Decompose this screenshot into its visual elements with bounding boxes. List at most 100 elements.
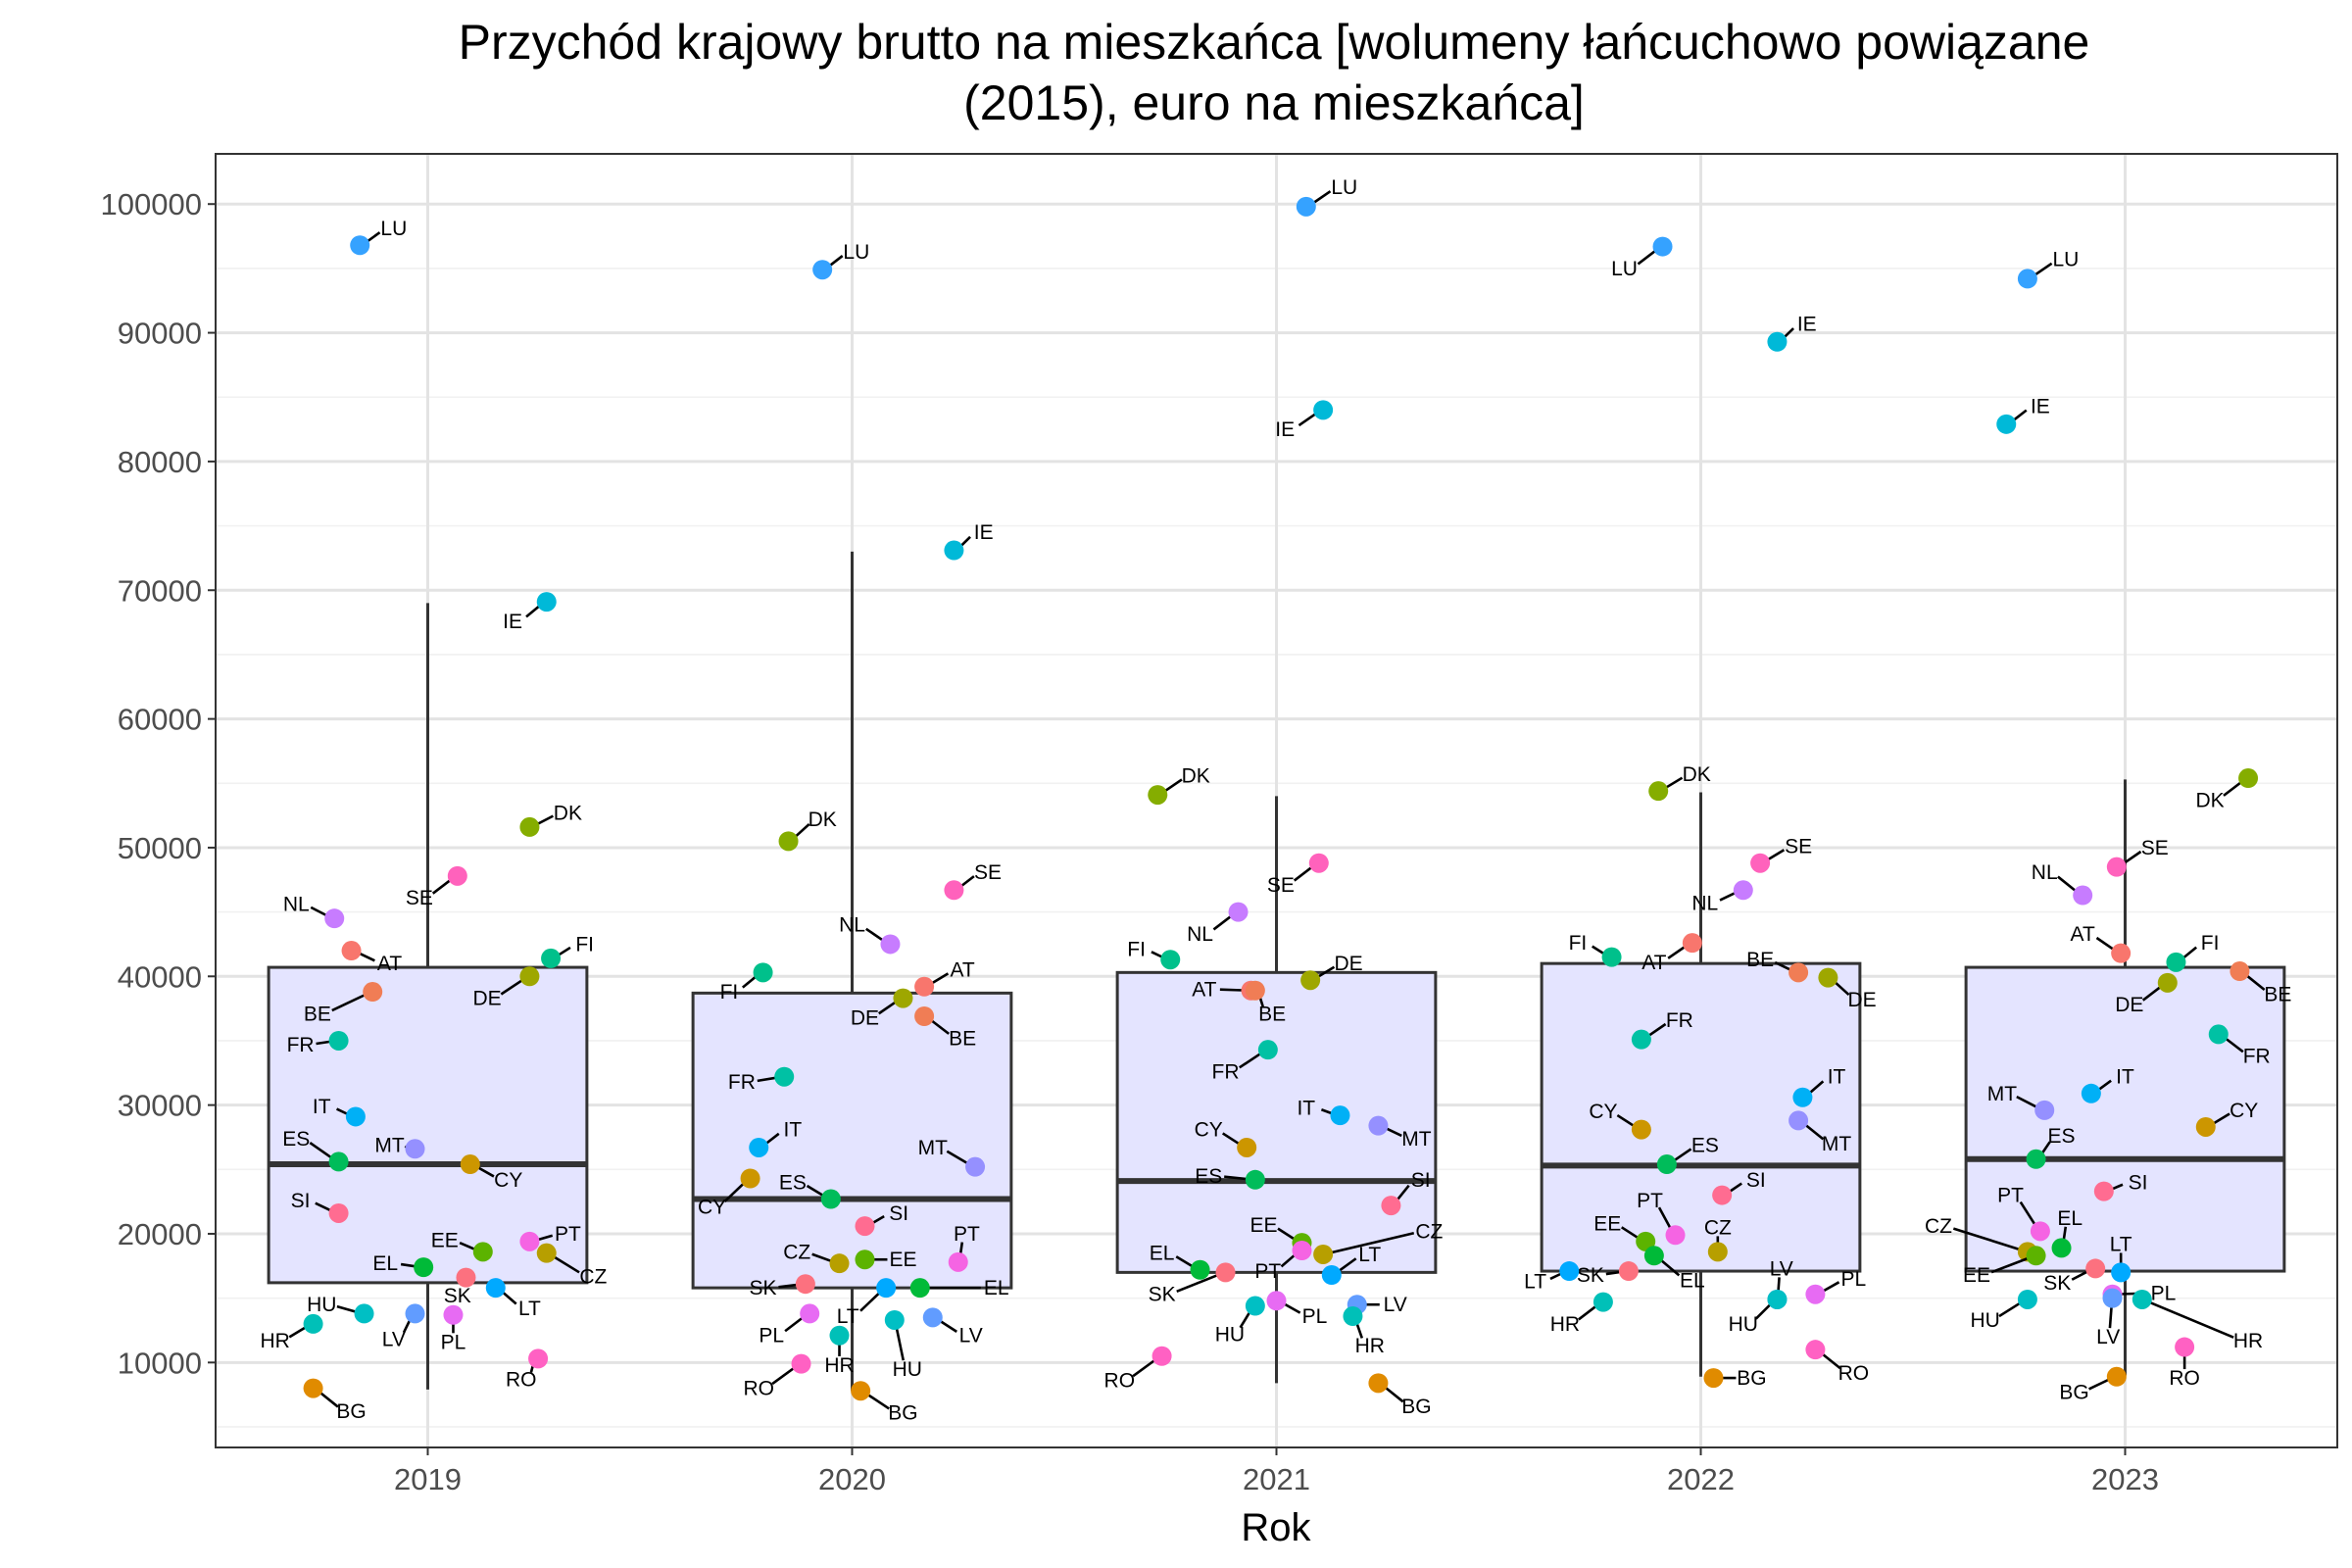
plot-area: 10000 20000 30000 40000 50000 60000 70000 80000… [101, 153, 2338, 1496]
point-DK-2022 [1648, 781, 1669, 802]
point-label-IE: IE [1275, 418, 1295, 441]
point-SE-2022 [1750, 853, 1771, 873]
point-leader-CY [2212, 1112, 2230, 1125]
point-label-CZ: CZ [783, 1241, 810, 1263]
point-EL-2021 [1190, 1259, 1210, 1280]
point-LT-2019 [485, 1278, 506, 1298]
point-LU-2021 [1296, 196, 1316, 217]
point-label-EL: EL [1150, 1243, 1175, 1265]
point-leader-IT [764, 1132, 780, 1146]
point-label-HR: HR [260, 1330, 289, 1352]
point-CZ-2022 [1707, 1242, 1728, 1262]
point-label-RO: RO [743, 1378, 774, 1400]
point-leader-FI [1151, 951, 1164, 959]
point-leader-PT [958, 1242, 964, 1255]
point-SI-2023 [2093, 1181, 2114, 1201]
point-leader-RO [1132, 1358, 1156, 1378]
point-leader-LU [1312, 190, 1332, 205]
point-HU-2021 [1245, 1296, 1265, 1316]
point-IT-2020 [749, 1137, 769, 1157]
point-leader-SE [431, 878, 452, 895]
point-IE-2022 [1767, 331, 1788, 352]
point-LT-2020 [876, 1278, 897, 1298]
point-label-RO: RO [506, 1368, 537, 1391]
point-BE-2021 [1245, 980, 1265, 1001]
point-label-CZ: CZ [579, 1265, 607, 1288]
y-tick-label: 20000 [118, 1217, 202, 1251]
point-DE-2021 [1300, 970, 1321, 991]
point-label-IT: IT [1828, 1066, 1846, 1089]
point-DE-2019 [519, 966, 540, 987]
point-label-BE: BE [1258, 1003, 1286, 1025]
point-DK-2023 [2238, 768, 2259, 789]
point-label-FI: FI [575, 933, 594, 956]
point-leader-ES [1224, 1175, 1249, 1181]
point-DE-2022 [1818, 967, 1838, 988]
point-label-SK: SK [444, 1285, 471, 1307]
point-leader-SI [871, 1215, 885, 1225]
point-RO-2019 [528, 1348, 549, 1369]
point-leader-LV [402, 1319, 412, 1334]
point-label-LT: LT [1524, 1271, 1546, 1294]
point-label-NL: NL [2032, 861, 2058, 884]
point-label-SE: SE [2141, 837, 2169, 859]
point-SK-2019 [456, 1267, 476, 1288]
point-leader-SE [1293, 865, 1313, 882]
point-HU-2019 [354, 1303, 374, 1324]
point-FI-2019 [541, 948, 562, 968]
point-IE-2023 [1996, 414, 2017, 434]
point-leader-LU [2034, 262, 2053, 276]
point-SE-2020 [944, 880, 964, 901]
point-leader-SI [315, 1201, 332, 1212]
point-leader-BE [2245, 974, 2266, 992]
x-tick-label: 2021 [1243, 1462, 1310, 1496]
point-AT-2020 [914, 976, 935, 997]
point-label-EL: EL [2057, 1207, 2082, 1230]
point-label-PL: PL [441, 1331, 466, 1353]
point-leader-SE [959, 875, 975, 888]
y-tick-label: 40000 [118, 959, 202, 994]
point-leader-PL [784, 1316, 805, 1333]
point-PT-2023 [2030, 1221, 2050, 1242]
point-MT-2020 [965, 1156, 986, 1177]
point-IT-2023 [2081, 1083, 2101, 1103]
chart-title-line-2: (2015), euro na mieszkańca] [963, 75, 1585, 130]
point-label-BG: BG [336, 1400, 366, 1423]
point-leader-HU [1754, 1302, 1772, 1320]
point-leader-AT [930, 972, 950, 985]
point-label-PT: PT [1997, 1185, 2024, 1207]
point-leader-RO [1821, 1352, 1841, 1370]
point-MT-2023 [2034, 1100, 2055, 1120]
point-label-SI: SI [2129, 1171, 2148, 1194]
point-leader-CZ [1330, 1231, 1415, 1254]
point-label-CY: CY [1589, 1101, 1617, 1123]
point-LU-2023 [2017, 269, 2037, 289]
point-label-FR: FR [1666, 1009, 1693, 1032]
point-label-IT: IT [313, 1096, 331, 1118]
point-leader-SE [1766, 849, 1786, 861]
point-leader-CZ [553, 1255, 580, 1274]
point-label-EE: EE [1250, 1214, 1278, 1237]
point-LU-2022 [1652, 236, 1673, 257]
point-label-NL: NL [1691, 892, 1718, 914]
point-leader-HR [1355, 1322, 1364, 1339]
point-label-MT: MT [1822, 1133, 1851, 1155]
point-label-LT: LT [518, 1298, 541, 1320]
point-BE-2023 [2230, 961, 2250, 982]
point-label-LV: LV [1770, 1257, 1793, 1280]
point-label-SK: SK [1577, 1264, 1604, 1287]
point-label-DE: DE [851, 1006, 879, 1029]
point-label-EE: EE [1963, 1264, 1990, 1287]
point-label-HU: HU [1970, 1309, 1999, 1332]
point-EL-2023 [2051, 1238, 2072, 1258]
point-label-SI: SI [889, 1202, 908, 1225]
point-leader-IT [336, 1107, 349, 1116]
point-MT-2022 [1788, 1110, 1809, 1131]
point-leader-HR [288, 1326, 307, 1339]
point-ES-2021 [1245, 1169, 1265, 1190]
plot-border [215, 153, 2338, 1448]
point-NL-2022 [1733, 880, 1753, 901]
point-CY-2020 [740, 1168, 760, 1189]
point-label-CZ: CZ [1925, 1215, 1952, 1238]
point-leader-LU [828, 255, 844, 268]
